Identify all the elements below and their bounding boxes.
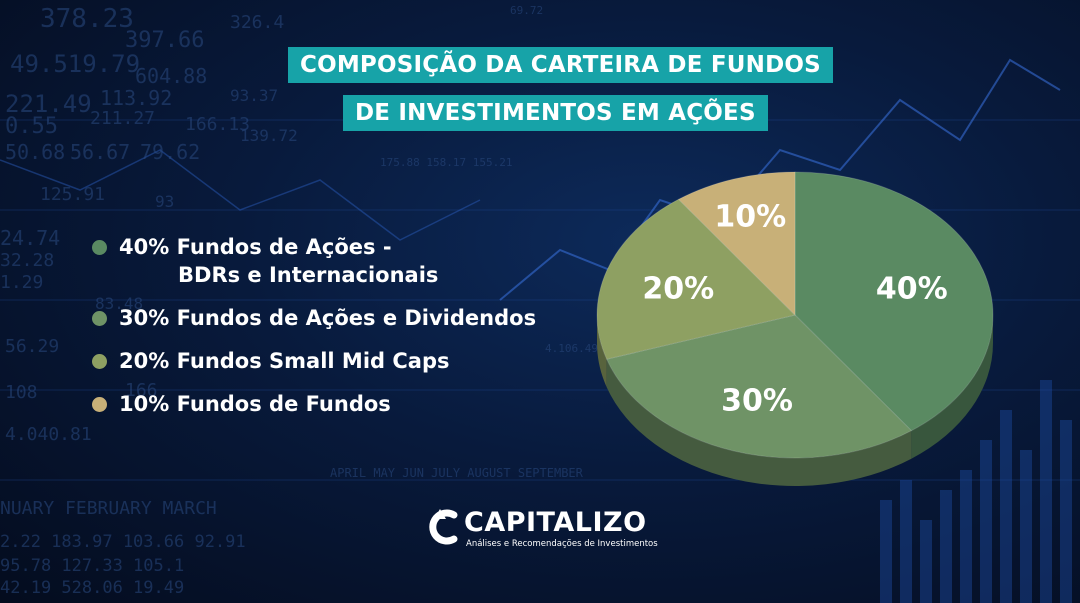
- bg-number: 4.040.81: [5, 424, 92, 445]
- pie-slice-label: 20%: [642, 272, 714, 307]
- bg-number: 1.29: [0, 272, 44, 293]
- chart-title-line1: COMPOSIÇÃO DA CARTEIRA DE FUNDOS: [288, 47, 833, 83]
- logo-c-icon: [429, 509, 458, 545]
- bg-number: 0.55: [5, 114, 58, 139]
- legend-item: 30% Fundos de Ações e Dividendos: [92, 304, 562, 332]
- logo-name: CAPITALIZO: [464, 507, 647, 538]
- bg-number: 326.4: [230, 12, 285, 33]
- bg-number: 108: [5, 382, 38, 403]
- legend-dot: [92, 240, 107, 255]
- pie-slice-side: [606, 359, 912, 486]
- legend-label: 30% Fundos de Ações e Dividendos: [119, 306, 537, 330]
- bg-number: 79.62: [140, 140, 201, 164]
- pie-slice: [677, 171, 796, 317]
- legend-dot: [92, 397, 107, 412]
- legend-dot: [92, 311, 107, 326]
- pie-slice: [794, 171, 994, 432]
- bg-number: 125.91: [40, 184, 106, 205]
- bg-number: 211.27: [90, 108, 156, 129]
- bg-number: NUARY FEBRUARY MARCH: [0, 498, 217, 519]
- bg-number: 56.67: [70, 140, 131, 164]
- bg-number: 42.19 528.06 19.49: [0, 578, 185, 598]
- bg-number: 139.72: [240, 126, 298, 145]
- bg-number: 93: [155, 192, 175, 211]
- pie-slice-side: [911, 315, 993, 459]
- bg-number: 166.13: [185, 114, 251, 135]
- bg-number: 113.92: [100, 86, 173, 110]
- bg-number: 2.22 183.97 103.66 92.91: [0, 532, 246, 552]
- legend: 40% Fundos de Ações - BDRs e Internacion…: [92, 233, 562, 433]
- legend-item: 40% Fundos de Ações - BDRs e Internacion…: [92, 233, 562, 289]
- bg-number: 69.72: [510, 4, 544, 17]
- bg-number: 175.88 158.17 155.21: [380, 156, 513, 169]
- legend-label-continued: BDRs e Internacionais: [178, 263, 439, 287]
- bg-number: 4.106.49: [545, 342, 598, 355]
- legend-label: 40% Fundos de Ações -: [119, 235, 392, 259]
- pie-slice: [605, 314, 913, 459]
- bg-number: 93.37: [230, 86, 279, 105]
- bg-number: 604.88: [135, 64, 208, 88]
- pie-slice: [596, 198, 796, 360]
- capitalizo-logo: CAPITALIZO Análises e Recomendações de I…: [424, 505, 664, 555]
- legend-label: 10% Fundos de Fundos: [119, 392, 391, 416]
- chart-title-line2: DE INVESTIMENTOS EM AÇÕES: [343, 95, 768, 131]
- bg-number: 56.29: [5, 336, 60, 357]
- legend-item: 10% Fundos de Fundos: [92, 390, 562, 418]
- bg-number: 221.49: [5, 90, 92, 118]
- bg-number: 32.28: [0, 250, 55, 271]
- bg-number: 49.519.79: [10, 50, 141, 78]
- bg-number: 166: [125, 380, 158, 401]
- bg-number: 50.68: [5, 140, 66, 164]
- bg-number: 24.74: [0, 226, 61, 250]
- logo-tagline: Análises e Recomendações de Investimento…: [466, 539, 658, 549]
- bg-number: 95.78 127.33 105.1: [0, 556, 185, 576]
- bg-number: 378.23: [40, 4, 134, 34]
- bg-number: APRIL MAY JUN JULY AUGUST SEPTEMBER: [330, 466, 583, 480]
- legend-item: 20% Fundos Small Mid Caps: [92, 347, 562, 375]
- pie-slice-side: [597, 315, 607, 388]
- bg-number: 83.48: [95, 294, 144, 313]
- pie-slice-label: 30%: [721, 383, 793, 418]
- pie-slice-label: 10%: [714, 200, 786, 235]
- legend-label: 20% Fundos Small Mid Caps: [119, 349, 450, 373]
- legend-dot: [92, 354, 107, 369]
- bg-number: 397.66: [125, 28, 205, 53]
- pie-slice-label: 40%: [876, 272, 948, 307]
